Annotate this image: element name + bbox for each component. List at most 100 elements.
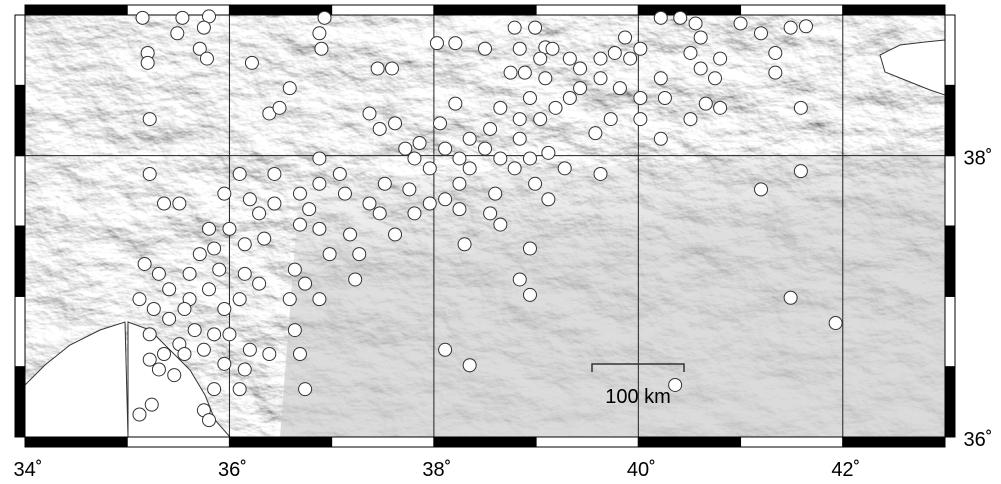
- epicenter: [574, 82, 587, 95]
- epicenter: [563, 91, 576, 104]
- epicenter: [589, 127, 602, 140]
- epicenter: [349, 273, 362, 286]
- epicenter: [413, 137, 426, 150]
- epicenter: [143, 353, 156, 366]
- epicenter: [494, 218, 507, 231]
- epicenter: [829, 317, 842, 330]
- scale-bar-label: 100 km: [605, 386, 671, 408]
- epicenter: [203, 222, 216, 235]
- epicenter: [558, 162, 571, 175]
- epicenter: [523, 288, 536, 301]
- frame-segment: [25, 437, 127, 447]
- y-tick-label: 38˚: [964, 148, 993, 170]
- epicenter: [594, 167, 607, 180]
- frame-segment: [638, 437, 740, 447]
- epicenter: [594, 72, 607, 85]
- epicenter: [494, 152, 507, 165]
- epicenter: [173, 197, 186, 210]
- epicenter: [734, 17, 747, 30]
- epicenter: [634, 42, 647, 55]
- epicenter: [624, 52, 637, 65]
- epicenter: [799, 20, 812, 33]
- epicenter: [403, 183, 416, 196]
- epicenter: [755, 183, 768, 196]
- epicenter: [188, 324, 201, 337]
- epicenter: [439, 343, 452, 356]
- epicenter: [203, 414, 216, 427]
- epicenter: [233, 293, 246, 306]
- epicenter: [423, 197, 436, 210]
- epicenter: [313, 152, 326, 165]
- epicenter: [203, 283, 216, 296]
- epicenter: [344, 228, 357, 241]
- map: 100 km 34˚36˚38˚40˚42˚36˚38˚: [0, 0, 1001, 484]
- x-tick-label: 36˚: [218, 459, 247, 481]
- epicenter: [654, 11, 667, 24]
- frame-segment: [945, 367, 955, 437]
- epicenter: [283, 293, 296, 306]
- epicenter: [288, 263, 301, 276]
- epicenter: [283, 82, 296, 95]
- epicenter: [373, 122, 386, 135]
- epicenter: [684, 46, 697, 59]
- frame-segment: [741, 5, 843, 15]
- epicenter: [245, 56, 258, 69]
- epicenter: [389, 117, 402, 130]
- frame-segment: [332, 437, 434, 447]
- epicenter: [430, 37, 443, 50]
- epicenter: [223, 222, 236, 235]
- epicenter: [453, 177, 466, 190]
- epicenter: [634, 113, 647, 126]
- epicenter: [439, 193, 452, 206]
- epicenter: [529, 177, 542, 190]
- epicenter: [178, 348, 191, 361]
- epicenter: [238, 363, 251, 376]
- epicenter: [145, 398, 158, 411]
- epicenter: [218, 302, 231, 315]
- epicenter: [299, 277, 312, 290]
- x-tick-label: 40˚: [627, 459, 656, 481]
- epicenter: [268, 197, 281, 210]
- epicenter: [293, 218, 306, 231]
- epicenter: [619, 31, 632, 44]
- epicenter: [546, 42, 559, 55]
- epicenter: [784, 291, 797, 304]
- epicenter: [634, 91, 647, 104]
- epicenter: [489, 187, 502, 200]
- epicenter: [399, 142, 412, 155]
- epicenter: [484, 207, 497, 220]
- epicenter: [769, 66, 782, 79]
- epicenter: [453, 152, 466, 165]
- epicenter: [694, 62, 707, 75]
- epicenter: [238, 267, 251, 280]
- y-tick-label: 36˚: [964, 429, 993, 451]
- frame-segment: [15, 367, 25, 437]
- frame-segment: [945, 296, 955, 366]
- epicenter: [197, 21, 210, 34]
- frame-segment: [536, 5, 638, 15]
- epicenter: [313, 293, 326, 306]
- epicenter: [423, 162, 436, 175]
- epicenter: [513, 42, 526, 55]
- epicenter: [608, 46, 621, 59]
- epicenter: [563, 52, 576, 65]
- epicenter: [223, 328, 236, 341]
- epicenter: [529, 21, 542, 34]
- epicenter: [604, 113, 617, 126]
- frame-segment: [127, 437, 229, 447]
- frame-segment: [15, 226, 25, 296]
- frame-segment: [536, 437, 638, 447]
- x-tick-label: 42˚: [831, 459, 860, 481]
- epicenter: [163, 312, 176, 325]
- epicenter: [479, 42, 492, 55]
- epicenter: [233, 167, 246, 180]
- epicenter: [434, 117, 447, 130]
- epicenter: [313, 177, 326, 190]
- epicenter: [385, 62, 398, 75]
- epicenter: [152, 363, 165, 376]
- epicenter: [293, 187, 306, 200]
- epicenter: [183, 267, 196, 280]
- epicenter: [238, 238, 251, 251]
- epicenter: [494, 101, 507, 114]
- epicenter: [193, 248, 206, 261]
